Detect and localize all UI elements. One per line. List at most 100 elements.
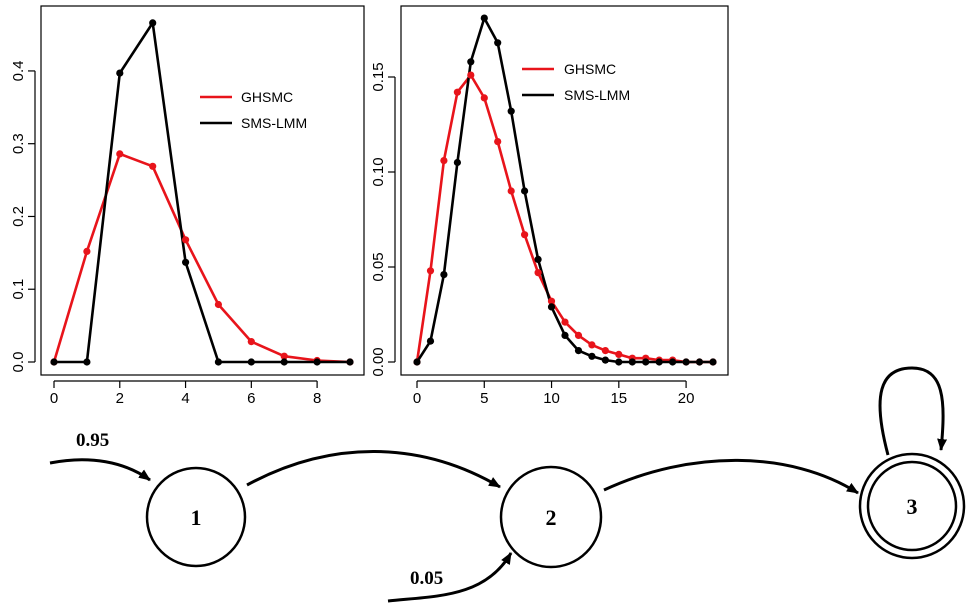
data-point-ghsmc bbox=[214, 300, 222, 309]
x-tick-label: 0 bbox=[50, 390, 58, 407]
state-3-node bbox=[866, 460, 958, 552]
data-point-ghsmc bbox=[615, 350, 623, 358]
data-point-sms-lmm bbox=[574, 347, 583, 355]
y-tick-label: 0.00 bbox=[370, 347, 387, 376]
data-point-sms-lmm bbox=[453, 158, 461, 167]
data-point-ghsmc bbox=[547, 297, 556, 305]
initial-prob-state-1: 0.95 bbox=[76, 430, 109, 451]
data-point-sms-lmm bbox=[494, 39, 502, 47]
data-point-sms-lmm bbox=[709, 358, 717, 366]
transition-arrow-1-to-2 bbox=[246, 450, 501, 489]
data-point-sms-lmm bbox=[521, 187, 529, 195]
left-plot-frame bbox=[40, 5, 365, 376]
right-distribution-chart: 0 5 10 15 20 0.00 0.05 0.10 0.15 GHSMC SMS-LMM bbox=[370, 5, 729, 407]
data-point-ghsmc bbox=[440, 157, 448, 165]
data-point-sms-lmm bbox=[507, 107, 515, 115]
x-tick-label: 10 bbox=[543, 390, 560, 407]
x-tick-label: 5 bbox=[480, 390, 488, 407]
x-tick-label: 4 bbox=[181, 390, 189, 407]
data-point-sms-lmm bbox=[413, 358, 421, 366]
data-point-sms-lmm bbox=[642, 358, 650, 366]
data-point-sms-lmm bbox=[695, 358, 704, 366]
data-point-sms-lmm bbox=[628, 358, 636, 366]
data-point-sms-lmm bbox=[83, 358, 91, 366]
y-tick-label: 0.15 bbox=[370, 62, 387, 91]
data-point-sms-lmm bbox=[588, 352, 596, 360]
data-point-sms-lmm bbox=[682, 358, 690, 366]
left-distribution-chart: 0 2 4 6 8 0.0 0.1 0.2 0.3 0.4 GHSMC SMS-LMM bbox=[10, 5, 365, 407]
data-point-ghsmc bbox=[149, 162, 157, 170]
data-point-sms-lmm bbox=[50, 358, 58, 366]
y-tick-label: 0.05 bbox=[370, 252, 387, 281]
y-tick-label: 0.10 bbox=[370, 157, 387, 186]
self-loop-arrow-state-3 bbox=[878, 366, 948, 456]
data-point-sms-lmm bbox=[561, 331, 569, 339]
state-2-node bbox=[499, 465, 603, 569]
transition-arrow-2-to-3 bbox=[603, 458, 859, 495]
data-point-ghsmc bbox=[601, 347, 610, 355]
y-tick-label: 0.3 bbox=[10, 133, 27, 154]
data-point-ghsmc bbox=[588, 341, 596, 349]
x-tick-label: 8 bbox=[313, 390, 321, 407]
data-point-sms-lmm bbox=[440, 271, 448, 279]
x-tick-label: 15 bbox=[610, 390, 627, 407]
legend-label-ghsmc: GHSMC bbox=[564, 61, 616, 77]
data-point-sms-lmm bbox=[247, 358, 255, 366]
data-point-sms-lmm bbox=[547, 303, 556, 311]
data-point-sms-lmm bbox=[655, 358, 663, 366]
data-point-ghsmc bbox=[521, 231, 529, 239]
x-tick-label: 0 bbox=[413, 390, 421, 407]
left-chart-legend: GHSMC SMS-LMM bbox=[200, 89, 307, 131]
data-point-sms-lmm bbox=[534, 255, 542, 263]
state-2-label: 2 bbox=[546, 505, 557, 530]
initial-arrow-state-1 bbox=[49, 458, 151, 482]
data-point-sms-lmm bbox=[214, 358, 222, 366]
legend-label-sms-lmm: SMS-LMM bbox=[564, 87, 630, 103]
data-point-sms-lmm bbox=[615, 358, 623, 366]
y-tick-label: 0.1 bbox=[10, 279, 27, 300]
initial-arrow-state-2 bbox=[387, 552, 513, 603]
x-tick-label: 20 bbox=[678, 390, 695, 407]
x-tick-label: 6 bbox=[247, 390, 255, 407]
data-point-sms-lmm bbox=[346, 358, 354, 366]
series-line-ghsmc bbox=[52, 152, 351, 364]
data-point-sms-lmm bbox=[467, 58, 475, 66]
data-point-ghsmc bbox=[247, 338, 255, 346]
data-point-sms-lmm bbox=[116, 69, 124, 77]
data-point-ghsmc bbox=[574, 331, 583, 339]
data-point-ghsmc bbox=[182, 236, 190, 244]
state-3-label: 3 bbox=[907, 494, 918, 519]
state-1-node bbox=[145, 466, 247, 568]
x-tick-label: 2 bbox=[116, 390, 124, 407]
data-point-sms-lmm bbox=[669, 358, 677, 366]
state-1-label: 1 bbox=[191, 505, 202, 530]
right-chart-legend: GHSMC SMS-LMM bbox=[522, 61, 630, 103]
legend-label-sms-lmm: SMS-LMM bbox=[241, 115, 307, 131]
data-point-ghsmc bbox=[507, 187, 515, 195]
series-line-sms-lmm bbox=[54, 21, 350, 364]
data-point-ghsmc bbox=[494, 138, 502, 146]
data-point-ghsmc bbox=[426, 267, 435, 275]
data-point-sms-lmm bbox=[426, 337, 435, 345]
state-transition-diagram: 0.95 0.05 1 2 3 bbox=[49, 366, 966, 603]
data-point-sms-lmm bbox=[601, 356, 610, 364]
y-tick-label: 0.4 bbox=[10, 61, 27, 82]
data-point-ghsmc bbox=[83, 247, 91, 255]
data-point-ghsmc bbox=[453, 88, 461, 96]
data-point-sms-lmm bbox=[149, 19, 157, 27]
data-point-ghsmc bbox=[480, 94, 488, 102]
data-point-sms-lmm bbox=[313, 358, 321, 366]
y-tick-label: 0.0 bbox=[10, 352, 27, 373]
data-point-ghsmc bbox=[280, 352, 288, 360]
data-point-ghsmc bbox=[534, 269, 542, 277]
legend-label-ghsmc: GHSMC bbox=[241, 89, 293, 105]
data-point-sms-lmm bbox=[280, 358, 288, 366]
data-point-ghsmc bbox=[561, 318, 569, 326]
data-point-ghsmc bbox=[116, 150, 124, 158]
data-point-sms-lmm bbox=[182, 258, 190, 266]
y-tick-label: 0.2 bbox=[10, 206, 27, 227]
data-point-ghsmc bbox=[467, 71, 475, 79]
right-plot-frame bbox=[400, 5, 729, 376]
initial-prob-state-2: 0.05 bbox=[410, 568, 443, 589]
